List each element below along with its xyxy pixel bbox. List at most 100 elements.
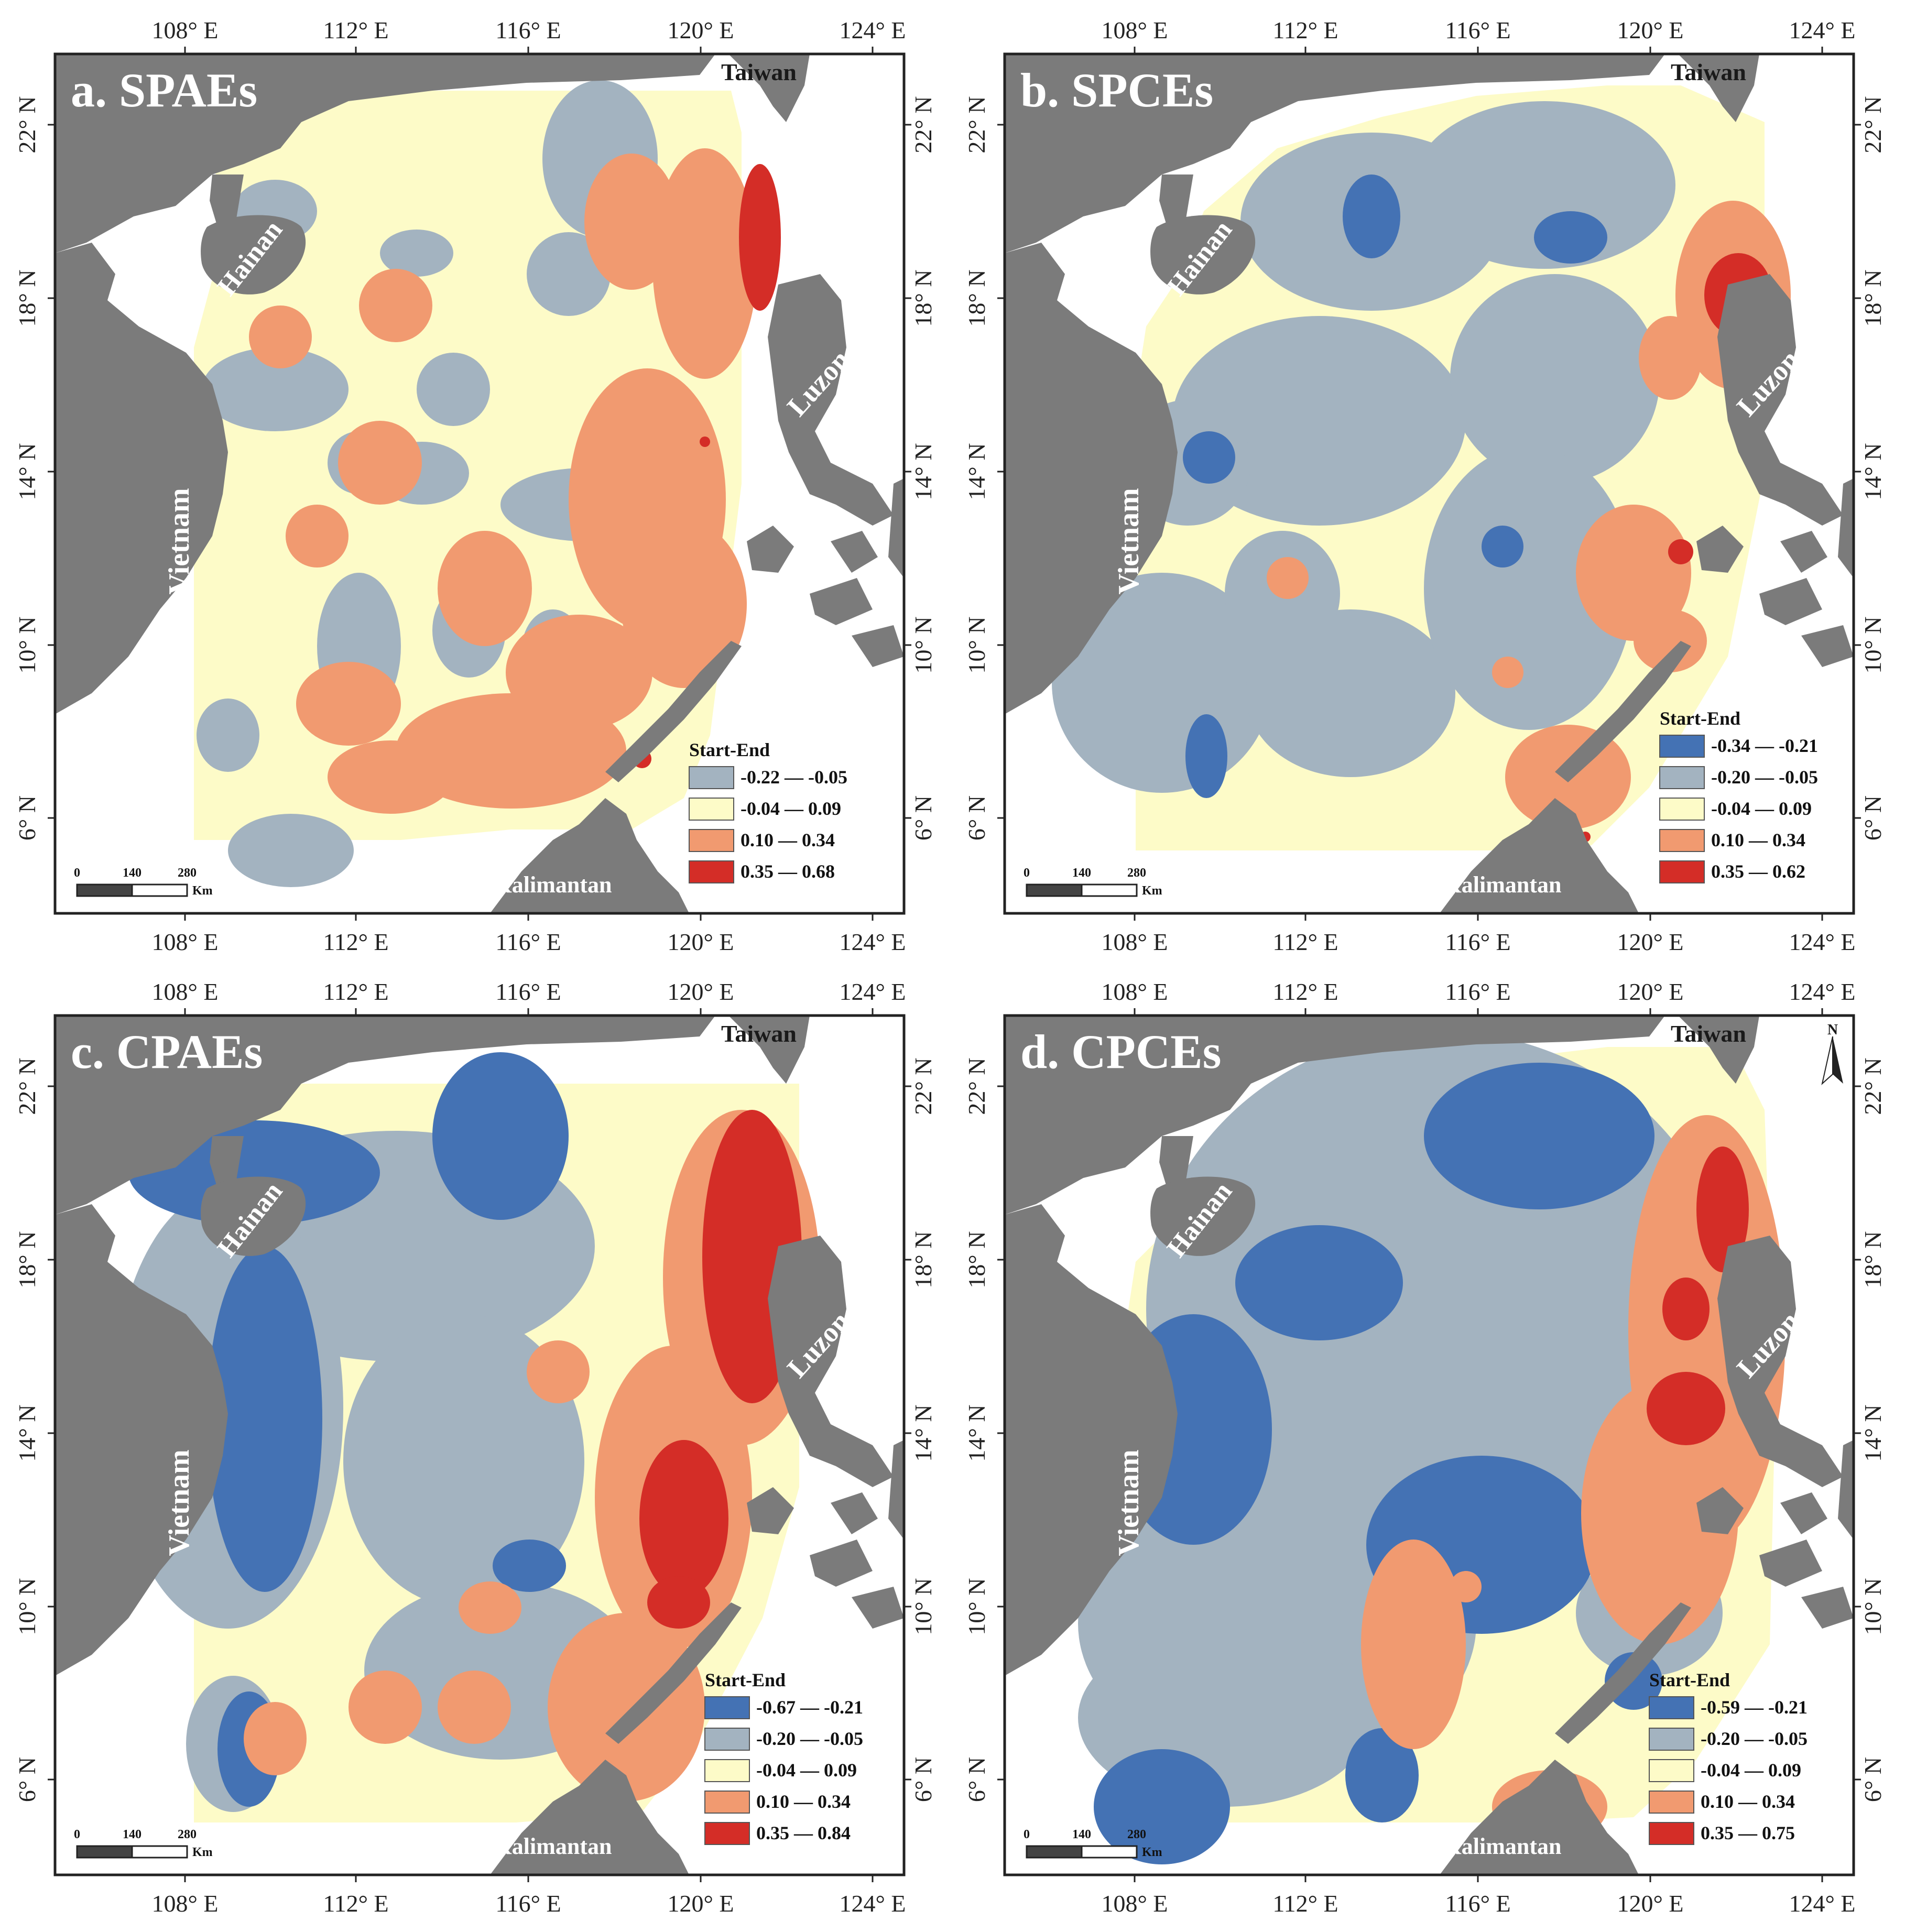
class-strong-positive-patch [647, 1576, 710, 1629]
lon-tick-label-top: 108° E [1102, 978, 1168, 1005]
class-strong-positive-patch [1696, 1147, 1749, 1272]
class-negative-patch [527, 232, 611, 316]
legend-swatch [1659, 860, 1705, 883]
legend-swatch [1659, 766, 1705, 789]
legend-range-label: -0.34 — -0.21 [1711, 735, 1818, 756]
class-positive-patch [396, 693, 626, 809]
class-deep-negative-patch [432, 1052, 569, 1220]
lon-tick-label-bottom: 112° E [323, 929, 388, 955]
lat-tick-label-right: 18° N [910, 269, 937, 326]
lon-tick-label-top: 112° E [1272, 17, 1338, 43]
lon-tick-label-bottom: 112° E [1272, 929, 1338, 955]
lon-tick-label-top: 108° E [1102, 17, 1168, 43]
legend-swatch [1649, 1791, 1694, 1814]
legend-range-label: -0.20 — -0.05 [1701, 1728, 1808, 1749]
lat-tick-label-right: 14° N [1859, 1404, 1886, 1461]
lon-tick-label-top: 112° E [323, 978, 388, 1005]
place-label-kalimantan: Kalimantan [1444, 1833, 1562, 1859]
legend-swatch [704, 1728, 750, 1751]
class-positive-patch [1267, 557, 1309, 599]
lon-tick-label-top: 124° E [1789, 17, 1856, 43]
class-deep-negative-patch [1235, 1225, 1403, 1340]
legend-range-label: 0.10 — 0.34 [1711, 829, 1805, 850]
legend-swatch [1649, 1728, 1694, 1751]
class-negative-patch [197, 698, 259, 772]
coordinate-axes: 108° E 108° E 112° E 112° E 116° E 116° E 120°… [14, 17, 937, 955]
class-positive-patch [459, 1581, 521, 1634]
lat-tick-label-right: 6° N [1859, 795, 1886, 841]
class-strong-positive-patch [1647, 1372, 1725, 1445]
legend-swatch [1649, 1822, 1694, 1845]
scale-unit-label: Km [1142, 1846, 1162, 1859]
north-arrow-label: N [1827, 1022, 1838, 1038]
legend-range-label: -0.20 — -0.05 [1711, 767, 1818, 788]
lon-tick-label-bottom: 116° E [495, 929, 561, 955]
legend-range-label: -0.04 — 0.09 [1711, 798, 1812, 819]
lon-tick-label-bottom: 120° E [1617, 929, 1684, 955]
scale-tick-label: 280 [178, 1828, 197, 1841]
lon-tick-label-bottom: 124° E [840, 929, 906, 955]
lat-tick-label-right: 14° N [1859, 443, 1886, 500]
class-negative-patch [1424, 447, 1634, 730]
place-label-kalimantan: Kalimantan [494, 1833, 612, 1859]
class-negative-patch [202, 347, 349, 431]
class-positive-patch [1492, 657, 1523, 688]
lat-tick-label-right: 14° N [910, 443, 937, 500]
class-positive-patch [349, 1671, 422, 1744]
class-negative-patch [228, 814, 354, 887]
scale-tick-label: 140 [1072, 1828, 1091, 1841]
scale-tick-label: 0 [74, 866, 80, 880]
lon-tick-label-bottom: 108° E [1102, 929, 1168, 955]
legend-swatch [689, 798, 734, 821]
class-positive-patch [359, 269, 432, 342]
lat-tick-label-right: 18° N [1859, 269, 1886, 326]
place-label-taiwan: Taiwan [721, 59, 797, 85]
lat-tick-label-left: 6° N [963, 795, 990, 841]
legend-swatch [704, 1791, 750, 1814]
lon-tick-label-bottom: 108° E [152, 929, 219, 955]
class-negative-patch [1450, 274, 1660, 484]
legend: Start-End -0.34 — -0.21 -0.20 — -0.05 -0.04… [1659, 708, 1818, 883]
lat-tick-label-left: 18° N [963, 269, 990, 326]
class-positive-patch [296, 662, 401, 746]
legend-range-label: 0.35 — 0.62 [1711, 861, 1805, 882]
legend-title: Start-End [1649, 1669, 1730, 1690]
legend-swatch [704, 1822, 750, 1845]
lat-tick-label-right: 22° N [1859, 1057, 1886, 1115]
lat-tick-label-left: 14° N [963, 1404, 990, 1461]
place-label-kalimantan: Kalimantan [1444, 872, 1562, 898]
scale-tick-label: 280 [178, 866, 197, 880]
lat-tick-label-left: 14° N [963, 443, 990, 500]
lat-tick-label-left: 10° N [963, 1578, 990, 1635]
lat-tick-label-right: 18° N [1859, 1231, 1886, 1288]
lon-tick-label-top: 116° E [1445, 17, 1510, 43]
lon-tick-label-top: 120° E [668, 17, 734, 43]
class-negative-patch [380, 230, 453, 277]
class-positive-patch [1639, 316, 1702, 400]
lat-tick-label-left: 18° N [14, 1231, 40, 1288]
legend-range-label: -0.04 — 0.09 [756, 1760, 857, 1781]
scale-unit-label: Km [1142, 884, 1162, 898]
lon-tick-label-top: 108° E [152, 978, 219, 1005]
class-deep-negative-patch [207, 1246, 322, 1592]
lat-tick-label-left: 14° N [14, 443, 40, 500]
class-strong-positive-patch [1668, 539, 1693, 564]
lon-tick-label-bottom: 108° E [152, 1890, 219, 1917]
class-deep-negative-patch [1094, 1749, 1230, 1864]
lon-tick-label-top: 120° E [1617, 978, 1684, 1005]
lon-tick-label-bottom: 116° E [1445, 929, 1510, 955]
lat-tick-label-left: 22° N [963, 96, 990, 153]
lat-tick-label-left: 18° N [963, 1231, 990, 1288]
legend-range-label: 0.35 — 0.75 [1701, 1822, 1795, 1843]
lon-tick-label-top: 116° E [495, 978, 561, 1005]
legend-range-label: 0.10 — 0.34 [756, 1791, 851, 1812]
place-label-vietnam: Vietnam [1113, 1449, 1145, 1556]
class-positive-patch [1581, 1382, 1738, 1644]
lon-tick-label-bottom: 116° E [1445, 1890, 1510, 1917]
class-positive-patch [286, 505, 349, 567]
